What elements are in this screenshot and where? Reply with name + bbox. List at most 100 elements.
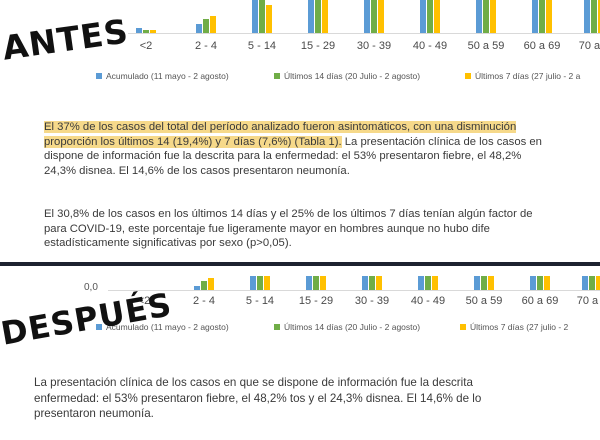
- chart-bar: [150, 30, 156, 33]
- chart-bar: [196, 24, 202, 33]
- chart-before: <2 2 - 4 5 - 14 15 - 29 30 - 39 40 - 49 50 a 5…: [0, 0, 600, 90]
- chart-after-legend-1: Acumulado (11 mayo - 2 agosto): [96, 322, 229, 332]
- x-tick-label: 40 - 49: [412, 40, 448, 52]
- chart-bar: [266, 5, 272, 33]
- chart-bar: [308, 0, 314, 33]
- chart-after-axis: [108, 290, 600, 291]
- highlighted-text: El 37% de los casos del total del períod…: [44, 121, 517, 133]
- chart-bar: [427, 0, 433, 33]
- chart-bar: [530, 276, 536, 290]
- x-tick-label: 50 a 59: [467, 40, 505, 52]
- after-line-1: La presentación clínica de los casos en …: [34, 376, 473, 389]
- legend-swatch-yellow: [465, 73, 471, 79]
- legend-label: Últimos 7 días (27 julio - 2: [470, 322, 569, 332]
- chart-bar: [371, 0, 377, 33]
- chart-bar: [544, 276, 550, 290]
- legend-swatch-yellow: [460, 324, 466, 330]
- before-line-7: estadísticamente significativas por sexo…: [44, 237, 292, 250]
- chart-bar: [596, 276, 600, 290]
- highlighted-text: proporción los últimos 14 (19,4%) y 7 dí…: [44, 135, 342, 148]
- legend-label: Acumulado (11 mayo - 2 agosto): [106, 71, 229, 81]
- chart-bar: [418, 276, 424, 290]
- x-tick-label: 70 a 7: [576, 295, 600, 307]
- chart-bar: [364, 0, 370, 33]
- chart-bar: [539, 0, 545, 33]
- chart-bar: [203, 19, 209, 33]
- after-line-2: enfermedad: el 53% presentaron fiebre, e…: [34, 391, 482, 405]
- x-tick-label: 5 - 14: [245, 295, 275, 307]
- before-line-4: 24,3% disnea. El 14,6% de los casos pres…: [44, 164, 350, 177]
- chart-before-legend-3: Últimos 7 días (27 julio - 2 a: [465, 71, 580, 81]
- legend-swatch-blue: [96, 324, 102, 330]
- x-tick-label: 30 - 39: [356, 40, 392, 52]
- after-line-3: presentaron neumonía.: [34, 407, 154, 420]
- x-tick-label: 40 - 49: [410, 295, 446, 307]
- chart-bar: [264, 276, 270, 290]
- chart-bar: [481, 276, 487, 290]
- divider: [0, 262, 600, 266]
- chart-bar: [322, 0, 328, 33]
- before-line-1: El 37% de los casos del total del períod…: [44, 120, 600, 135]
- chart-bar: [537, 276, 543, 290]
- before-paragraph-1: El 37% de los casos del total del períod…: [44, 120, 600, 178]
- chart-bar: [420, 0, 426, 33]
- x-tick-label: 2 - 4: [194, 40, 217, 52]
- before-line-5: El 30,8% de los casos en los últimos 14 …: [44, 208, 533, 220]
- chart-bar: [490, 0, 496, 33]
- legend-label: Últimos 14 días (20 Julio - 2 agosto): [284, 71, 421, 81]
- after-paragraph: La presentación clínica de los casos en …: [34, 375, 600, 422]
- chart-bar: [474, 276, 480, 290]
- before-line-2: proporción los últimos 14 (19,4%) y 7 dí…: [44, 135, 600, 150]
- chart-after: 0,0 <2 2 - 4 5 - 14 15 - 29 30 - 39 40 - 49 50…: [0, 266, 600, 346]
- chart-bar: [259, 0, 265, 33]
- chart-bar: [591, 0, 597, 33]
- chart-bar: [136, 28, 142, 33]
- before-paragraph-2: El 30,8% de los casos en los últimos 14 …: [44, 207, 600, 251]
- chart-bar: [210, 16, 216, 33]
- chart-bar: [476, 0, 482, 33]
- chart-bar: [434, 0, 440, 33]
- chart-bar: [432, 276, 438, 290]
- chart-bar: [208, 278, 214, 290]
- chart-bar: [378, 0, 384, 33]
- x-tick-label: 15 - 29: [300, 40, 336, 52]
- chart-bar: [194, 286, 200, 290]
- chart-bar: [376, 276, 382, 290]
- x-tick-label: 5 - 14: [247, 40, 277, 52]
- legend-label: Últimos 14 días (20 Julio - 2 agosto): [284, 322, 421, 332]
- chart-bar: [252, 0, 258, 33]
- chart-bar: [306, 276, 312, 290]
- chart-bar: [143, 30, 149, 33]
- x-tick-label: 30 - 39: [354, 295, 390, 307]
- x-tick-label: 60 a 69: [521, 295, 559, 307]
- x-tick-label: <2: [137, 295, 151, 307]
- chart-bar: [425, 276, 431, 290]
- chart-before-axis: [128, 33, 600, 34]
- before-line-6: para COVID-19, este porcentaje fue liger…: [44, 222, 490, 235]
- chart-bar: [369, 276, 375, 290]
- body-text: La presentación clínica de los casos en: [341, 135, 542, 148]
- chart-bar: [584, 0, 590, 33]
- chart-bar: [582, 276, 588, 290]
- chart-bar: [598, 0, 600, 33]
- chart-bar: [315, 0, 321, 33]
- chart-bar: [483, 0, 489, 33]
- chart-bar: [532, 0, 538, 33]
- before-line-3: dispone de información fue la descrita p…: [44, 150, 522, 163]
- legend-swatch-blue: [96, 73, 102, 79]
- x-tick-label: 15 - 29: [298, 295, 334, 307]
- legend-label: Acumulado (11 mayo - 2 agosto): [106, 322, 229, 332]
- chart-after-legend-3: Últimos 7 días (27 julio - 2: [460, 322, 568, 332]
- chart-bar: [320, 276, 326, 290]
- legend-swatch-green: [274, 73, 280, 79]
- chart-bar: [250, 276, 256, 290]
- x-tick-label: 50 a 59: [465, 295, 503, 307]
- chart-after-y-label: 0,0: [84, 282, 98, 293]
- chart-bar: [257, 276, 263, 290]
- chart-bar: [362, 276, 368, 290]
- x-tick-label: 70 a 7: [578, 40, 600, 52]
- chart-bar: [488, 276, 494, 290]
- x-tick-label: <2: [139, 40, 153, 52]
- x-tick-label: 2 - 4: [192, 295, 215, 307]
- chart-before-legend-2: Últimos 14 días (20 Julio - 2 agosto): [274, 71, 420, 81]
